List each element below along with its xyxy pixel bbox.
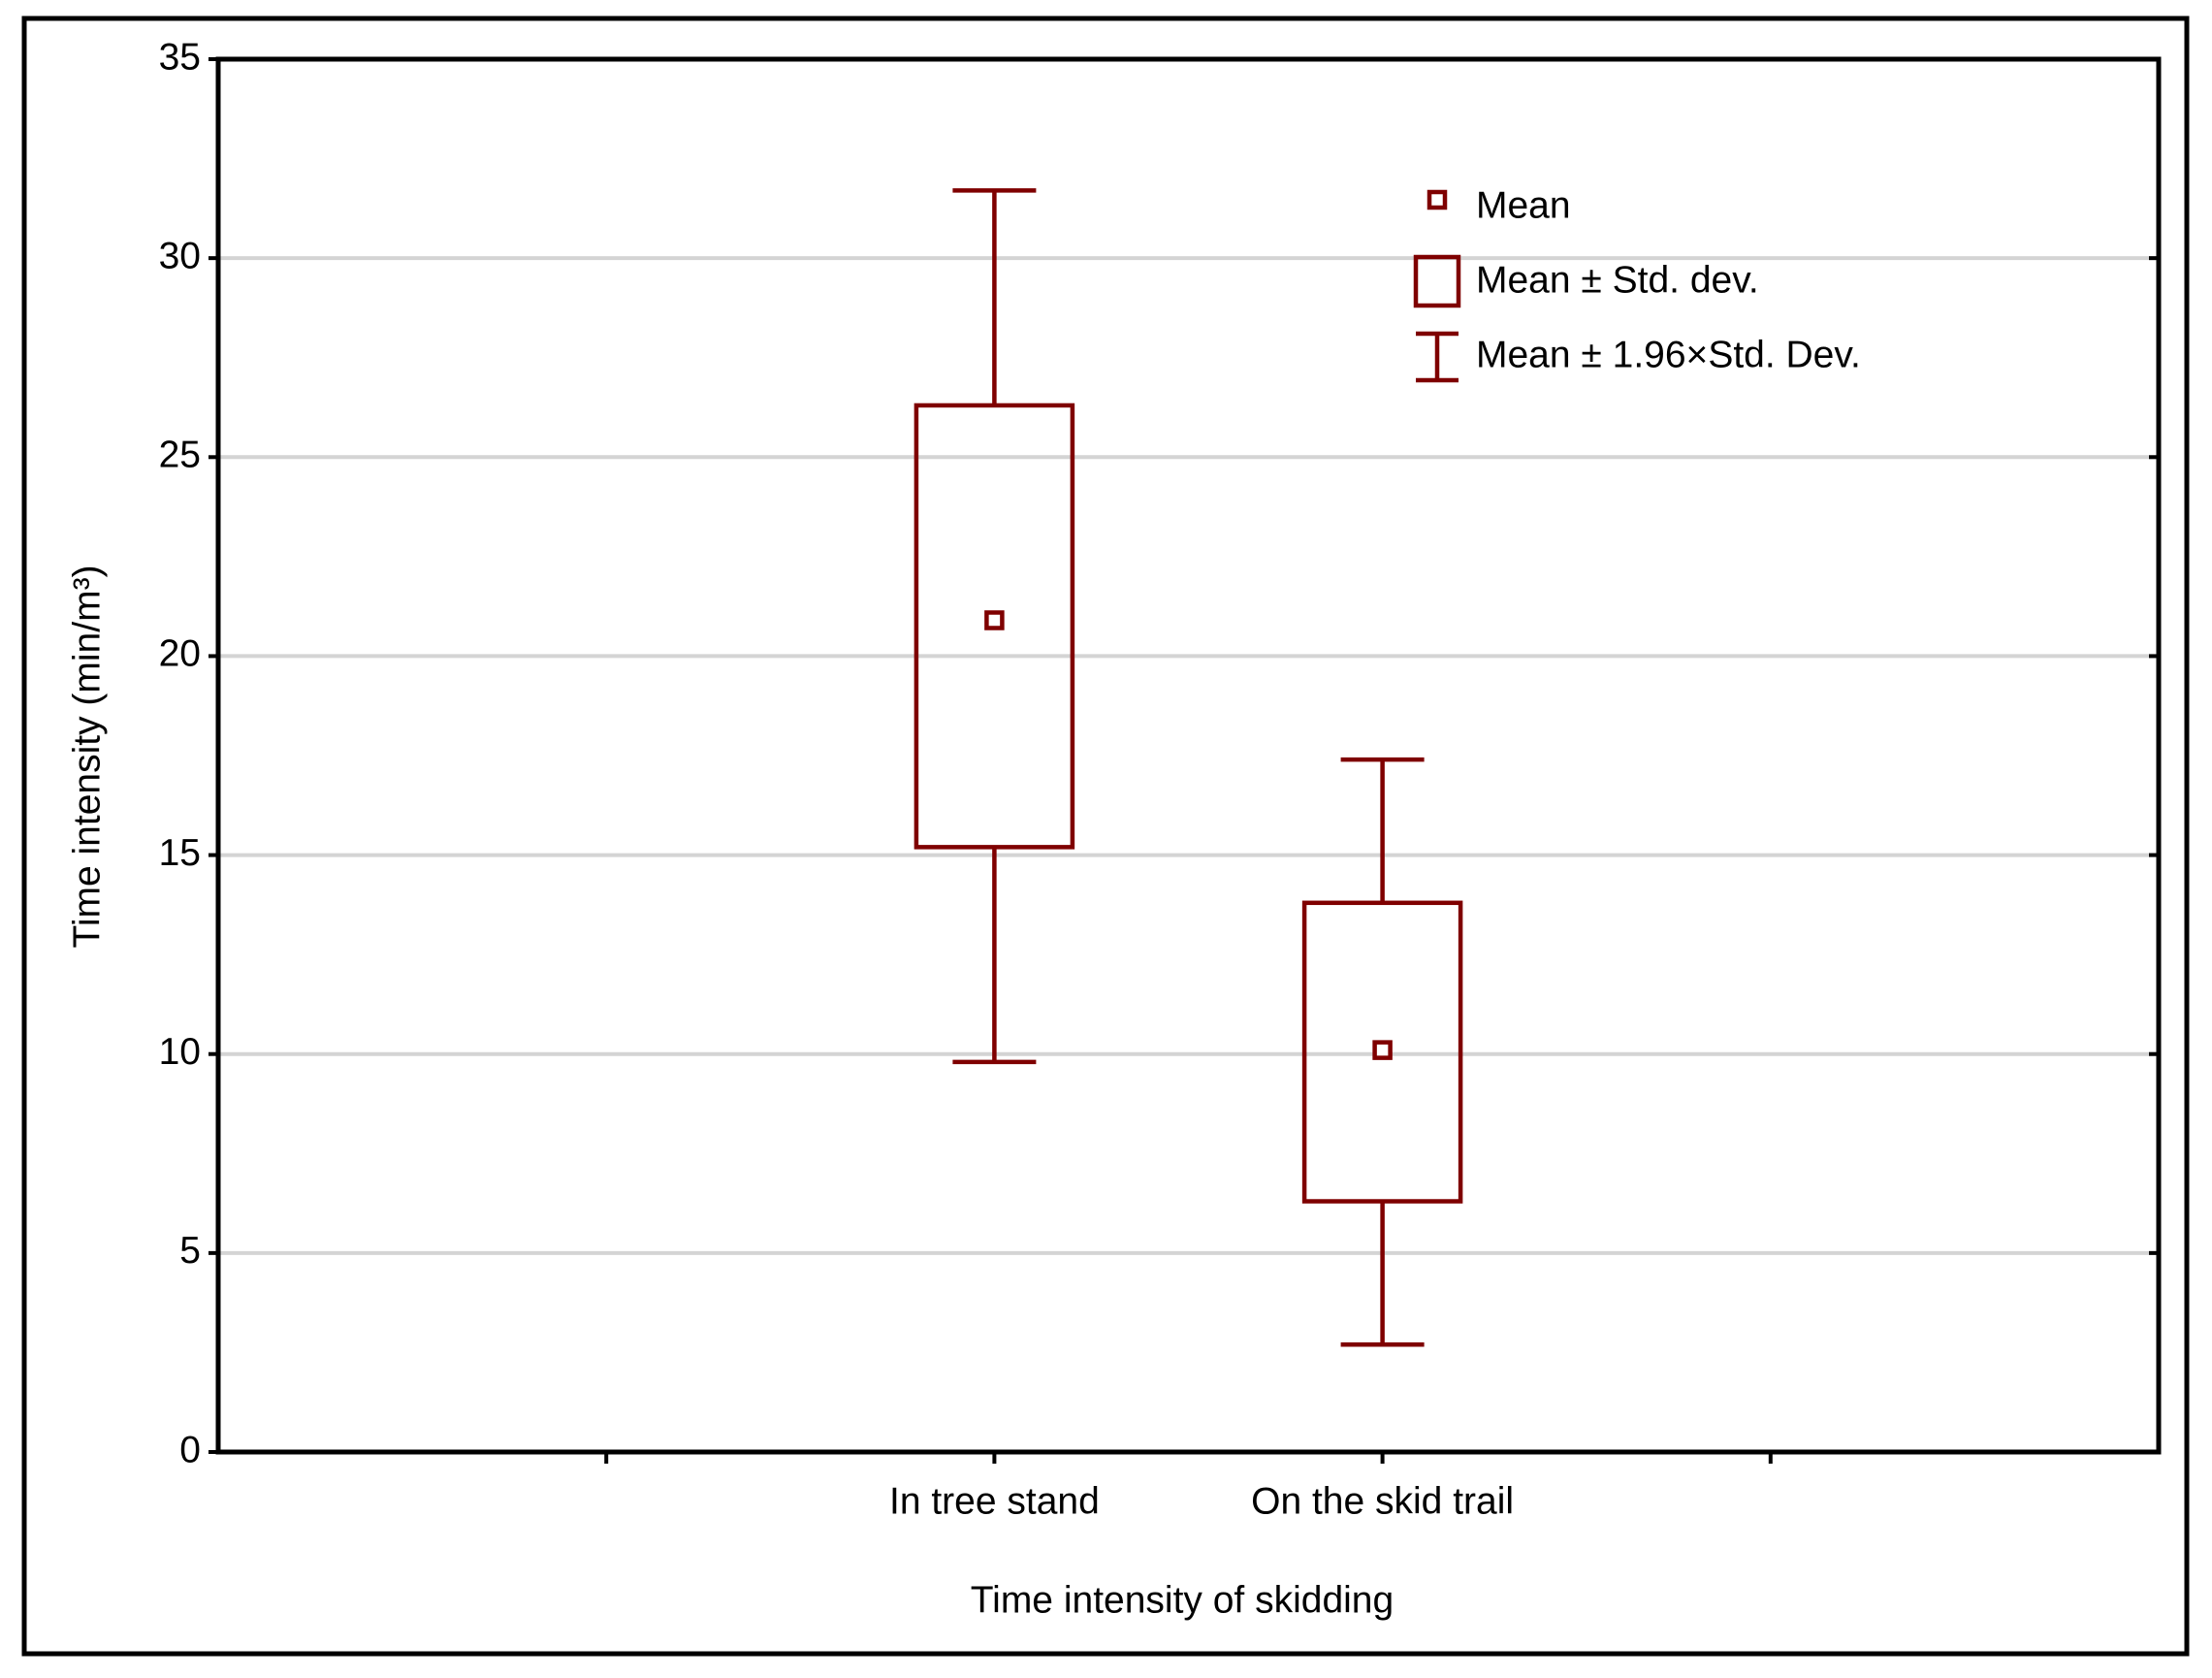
frame [21,16,2190,1657]
sd-box [914,403,1075,850]
y-tick-label: 15 [159,832,201,874]
x-axis-label: Time intensity of skidding [971,1579,1394,1621]
sd-box [1301,900,1463,1204]
mean-marker [984,610,1005,630]
x-tick-label: On the skid trail [1251,1480,1514,1522]
y-tick-label: 5 [179,1230,201,1272]
legend-mean [1427,189,1448,210]
legend-label: Mean [1476,184,1571,226]
legend-label: Mean ± Std. dev. [1476,259,1759,301]
y-tick-label: 10 [159,1031,201,1073]
y-tick-label: 20 [159,633,201,675]
y-tick-label: 35 [159,36,201,78]
x-tick-label: In tree stand [889,1480,1100,1522]
plot-area [215,56,2162,1455]
legend-box [1413,254,1461,308]
y-axis-label: Time intensity (min/m³) [66,565,108,948]
mean-marker [1372,1040,1393,1060]
legend-label: Mean ± 1.96×Std. Dev. [1476,334,1861,375]
y-tick-label: 25 [159,435,201,476]
y-tick-label: 0 [179,1429,201,1470]
y-tick-label: 30 [159,235,201,276]
